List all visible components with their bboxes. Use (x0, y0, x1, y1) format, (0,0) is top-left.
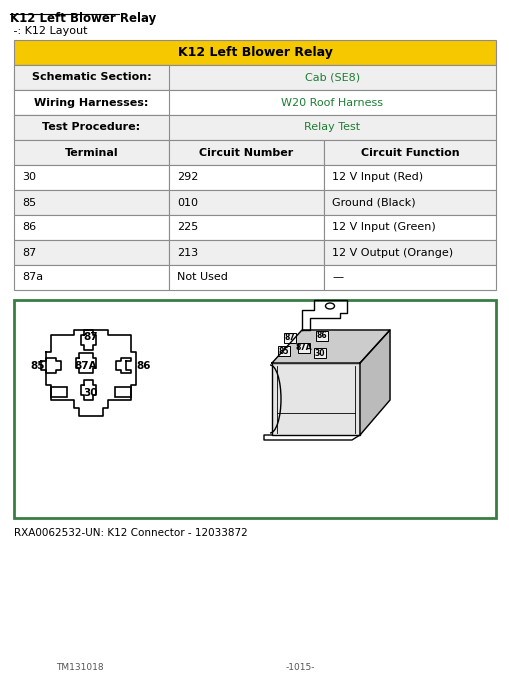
Text: 85: 85 (22, 198, 36, 207)
Bar (168, 140, 323, 165)
Text: TM131018: TM131018 (56, 663, 104, 672)
Bar (14, 300, 495, 518)
Bar (284, 333, 295, 343)
Text: 292: 292 (177, 172, 198, 183)
Bar (14, 65, 495, 90)
Bar (14, 40, 495, 65)
Text: -: K12 Layout: -: K12 Layout (10, 26, 88, 36)
Text: 85: 85 (278, 347, 289, 356)
Text: 85: 85 (31, 361, 45, 371)
Bar (115, 387, 131, 397)
Text: 12 V Input (Green): 12 V Input (Green) (331, 222, 435, 233)
Text: Ground (Black): Ground (Black) (331, 198, 415, 207)
Text: 86: 86 (136, 361, 151, 371)
Bar (168, 215, 323, 240)
Bar (14, 215, 168, 240)
Bar (323, 215, 495, 240)
Polygon shape (359, 330, 389, 435)
Bar (14, 90, 495, 115)
Bar (14, 265, 168, 290)
Bar (271, 363, 359, 435)
Bar (323, 240, 495, 265)
Text: Circuit Function: Circuit Function (360, 148, 459, 157)
Bar (323, 190, 495, 215)
Bar (168, 165, 323, 190)
Text: Terminal: Terminal (65, 148, 118, 157)
Text: —: — (331, 272, 343, 282)
Text: 213: 213 (177, 248, 197, 257)
Bar (51, 387, 67, 397)
Polygon shape (271, 330, 389, 363)
Bar (323, 140, 495, 165)
Text: K12 Left Blower Relay: K12 Left Blower Relay (10, 12, 156, 25)
Bar (14, 65, 168, 90)
Text: Not Used: Not Used (177, 272, 228, 282)
Bar (14, 115, 495, 140)
Text: Relay Test: Relay Test (304, 122, 360, 133)
Text: RXA0062532-UN: K12 Connector - 12033872: RXA0062532-UN: K12 Connector - 12033872 (14, 528, 247, 538)
Text: Test Procedure:: Test Procedure: (42, 122, 140, 133)
Text: Circuit Number: Circuit Number (199, 148, 293, 157)
Bar (14, 90, 168, 115)
Text: 87: 87 (284, 334, 295, 343)
Text: Schematic Section:: Schematic Section: (32, 73, 151, 83)
Bar (168, 240, 323, 265)
Bar (316, 331, 327, 341)
Text: 30: 30 (314, 349, 325, 358)
Bar (14, 140, 168, 165)
Text: 225: 225 (177, 222, 198, 233)
Text: -1015-: -1015- (285, 663, 314, 672)
Bar (14, 190, 168, 215)
Bar (323, 165, 495, 190)
Bar (297, 343, 309, 353)
Bar (314, 348, 325, 358)
Text: 30: 30 (83, 388, 98, 398)
Bar (14, 165, 168, 190)
Text: Wiring Harnesses:: Wiring Harnesses: (34, 98, 149, 107)
Ellipse shape (325, 303, 334, 309)
Text: K12 Left Blower Relay: K12 Left Blower Relay (177, 46, 332, 59)
Text: 87A: 87A (74, 361, 97, 371)
Bar (14, 240, 168, 265)
Bar (14, 115, 168, 140)
Text: 30: 30 (22, 172, 36, 183)
Bar (323, 265, 495, 290)
Text: 87: 87 (22, 248, 36, 257)
Text: 12 V Output (Orange): 12 V Output (Orange) (331, 248, 452, 257)
Text: 86: 86 (316, 332, 327, 341)
Bar (168, 190, 323, 215)
Text: W20 Roof Harness: W20 Roof Harness (281, 98, 383, 107)
Text: 87a: 87a (22, 272, 43, 282)
Bar (168, 265, 323, 290)
Text: 010: 010 (177, 198, 197, 207)
Text: 87A: 87A (295, 343, 312, 352)
Text: 87: 87 (83, 332, 98, 342)
Text: 12 V Input (Red): 12 V Input (Red) (331, 172, 422, 183)
Bar (277, 346, 290, 356)
Text: 86: 86 (22, 222, 36, 233)
Text: Cab (SE8): Cab (SE8) (304, 73, 359, 83)
